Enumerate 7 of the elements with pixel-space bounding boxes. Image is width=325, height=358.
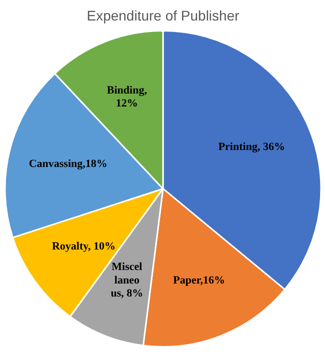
slice-label: Canvassing,18%: [28, 158, 108, 170]
slice-label: Paper,16%: [173, 274, 225, 286]
slice-label: Royalty, 10%: [52, 240, 116, 253]
slice-label: Miscel laneo us, 8%: [110, 261, 144, 300]
slice-label: Binding, 12%: [106, 84, 148, 110]
slice-label: Printing, 36%: [218, 140, 285, 153]
chart-title: Expenditure of Publisher: [86, 8, 240, 24]
